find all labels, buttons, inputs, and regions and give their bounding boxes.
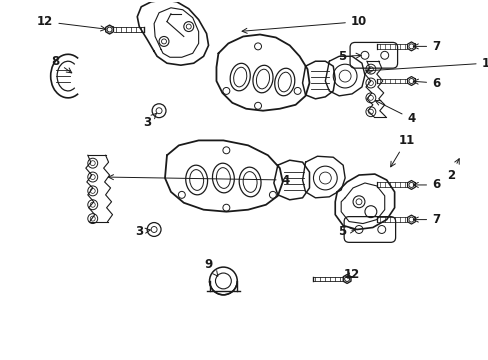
Text: 3: 3 xyxy=(143,113,156,129)
Text: 5: 5 xyxy=(337,50,360,63)
Text: 11: 11 xyxy=(390,134,414,167)
Text: 1: 1 xyxy=(365,57,488,73)
Text: 6: 6 xyxy=(412,77,439,90)
Text: 7: 7 xyxy=(412,40,439,53)
Text: 4: 4 xyxy=(108,174,289,186)
Text: 4: 4 xyxy=(375,100,415,125)
Text: 7: 7 xyxy=(412,213,439,226)
Text: 5: 5 xyxy=(337,225,354,238)
Text: 10: 10 xyxy=(242,15,366,33)
Text: 8: 8 xyxy=(51,55,72,73)
Text: 9: 9 xyxy=(204,258,217,276)
Text: 12: 12 xyxy=(37,15,105,31)
Text: 12: 12 xyxy=(343,267,360,280)
Text: 6: 6 xyxy=(412,179,439,192)
Text: 2: 2 xyxy=(446,159,458,181)
Text: 3: 3 xyxy=(135,225,150,238)
